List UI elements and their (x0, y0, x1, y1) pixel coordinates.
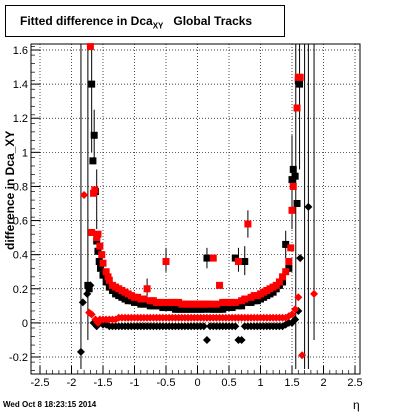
y-tick-label: 1.6 (13, 45, 28, 57)
square-marker (209, 254, 217, 262)
diamond-marker (231, 322, 240, 331)
square-marker (159, 298, 167, 306)
square-marker (143, 285, 151, 293)
y-tick-label: 0 (22, 318, 28, 330)
square-marker (296, 73, 304, 81)
square-marker (212, 300, 220, 308)
x-tick-label: -0.5 (157, 377, 176, 389)
square-marker (206, 300, 214, 308)
square-marker (162, 257, 170, 265)
square-marker (200, 305, 208, 313)
y-axis-label: difference in Dca_XY (3, 131, 17, 250)
square-marker (238, 302, 246, 310)
title-suffix: Global Tracks (173, 14, 253, 28)
square-marker (228, 304, 236, 312)
diamond-marker (80, 190, 89, 199)
diamond-marker (298, 351, 307, 360)
data-points (76, 43, 319, 360)
diamond-marker (288, 310, 296, 319)
diamond-marker (83, 289, 92, 298)
square-marker (296, 80, 304, 88)
square-marker (282, 268, 290, 276)
chart-title-box: Fitted difference in DcaXY Global Tracks (5, 5, 285, 37)
square-marker (285, 257, 293, 265)
diamond-marker (291, 305, 300, 314)
x-tick-label: 2 (320, 377, 326, 389)
title-main: Fitted difference in Dca (20, 14, 153, 28)
y-tick-label: 0.2 (13, 284, 28, 296)
square-marker (203, 254, 211, 262)
diamond-marker (86, 281, 95, 290)
y-tick-label: 0.6 (13, 216, 28, 228)
square-marker (85, 285, 93, 293)
square-marker (102, 268, 110, 276)
title-subscript: XY (152, 21, 164, 31)
square-marker (90, 131, 98, 139)
square-marker (291, 172, 299, 180)
diamond-marker (78, 298, 87, 307)
x-tick-label: 1 (257, 377, 263, 389)
tick-labels: -2.5 -2 -1.5 -1 -0.5 0 0.5 1 1.5 2 2.5 -0.2 0 0.2 0.4 0… (9, 45, 363, 389)
square-marker (231, 298, 239, 306)
x-tick-label: 0 (194, 377, 200, 389)
square-marker (279, 273, 287, 281)
x-tick-label: -2.5 (31, 377, 50, 389)
square-marker (88, 80, 96, 88)
x-tick-label: 0.5 (221, 377, 236, 389)
square-marker (96, 242, 104, 250)
square-marker (94, 247, 102, 255)
chart-title: Fitted difference in DcaXY Global Tracks (20, 14, 252, 30)
diamond-marker (310, 289, 319, 298)
diamond-marker (296, 254, 305, 263)
y-tick-label: 1 (22, 147, 28, 159)
square-marker (89, 157, 97, 165)
x-axis-label: η (353, 398, 360, 412)
square-marker (96, 264, 104, 272)
square-marker (95, 257, 103, 265)
diamond-marker (291, 315, 300, 324)
square-marker (91, 186, 99, 194)
square-marker (241, 257, 249, 265)
square-marker (293, 104, 301, 112)
square-marker (99, 259, 107, 267)
square-marker (105, 276, 113, 284)
diamond-marker (202, 335, 211, 344)
x-tick-label: -1 (130, 377, 140, 389)
x-tick-label: 1.5 (284, 377, 299, 389)
diamond-marker (237, 335, 246, 344)
x-tick-label: 2.5 (347, 377, 362, 389)
square-marker (98, 251, 106, 259)
square-marker (293, 200, 301, 207)
diamond-marker (304, 202, 313, 211)
square-marker (140, 295, 148, 303)
square-marker (241, 295, 249, 303)
square-marker (216, 281, 224, 289)
x-tick-label: -1.5 (94, 377, 113, 389)
x-tick-label: -2 (67, 377, 77, 389)
square-marker (289, 165, 297, 173)
axis-ticks (31, 46, 356, 374)
diamond-marker (76, 347, 85, 356)
square-marker (86, 43, 94, 51)
y-tick-label: 1.4 (13, 79, 28, 91)
y-tick-label: 0.8 (13, 181, 28, 193)
diamond-marker (87, 310, 96, 319)
square-marker (287, 244, 295, 252)
square-marker (244, 220, 252, 228)
square-marker (234, 257, 242, 265)
square-marker (282, 240, 290, 248)
y-tick-label: -0.2 (9, 352, 28, 364)
diamond-marker (199, 322, 208, 331)
square-marker (94, 230, 102, 238)
square-marker (275, 278, 283, 286)
square-marker (88, 228, 96, 236)
square-marker (289, 182, 297, 190)
y-tick-label: 0.4 (13, 250, 28, 262)
square-marker (288, 206, 296, 214)
timestamp: Wed Oct 8 18:23:15 2014 (3, 400, 97, 409)
diamond-marker (294, 293, 303, 302)
y-tick-label: 1.2 (13, 113, 28, 125)
